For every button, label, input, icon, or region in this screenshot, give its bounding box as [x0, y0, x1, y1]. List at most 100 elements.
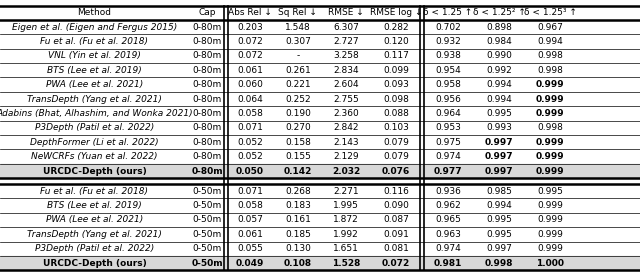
Text: 0.183: 0.183 — [285, 201, 311, 210]
Text: VNL (Yin et al. 2019): VNL (Yin et al. 2019) — [48, 51, 141, 60]
Text: 0-80m: 0-80m — [193, 95, 222, 104]
Text: 0.997: 0.997 — [485, 138, 513, 147]
Text: 0-80m: 0-80m — [193, 23, 222, 32]
Text: 0.962: 0.962 — [435, 201, 461, 210]
Text: 0.061: 0.061 — [237, 66, 263, 75]
Text: Adabins (Bhat, Alhashim, and Wonka 2021): Adabins (Bhat, Alhashim, and Wonka 2021) — [0, 109, 193, 118]
Text: 0.995: 0.995 — [486, 230, 512, 239]
Text: 1.995: 1.995 — [333, 201, 359, 210]
Text: 1.000: 1.000 — [536, 259, 564, 268]
Text: 0.158: 0.158 — [285, 138, 311, 147]
Text: 0.088: 0.088 — [383, 109, 409, 118]
Text: TransDepth (Yang et al. 2021): TransDepth (Yang et al. 2021) — [27, 95, 162, 104]
Text: 0.099: 0.099 — [383, 66, 409, 75]
Text: 0.252: 0.252 — [285, 95, 311, 104]
Text: 0.052: 0.052 — [237, 138, 263, 147]
Text: 0.093: 0.093 — [383, 80, 409, 89]
Text: 0.953: 0.953 — [435, 123, 461, 132]
Text: 0.098: 0.098 — [383, 95, 409, 104]
Text: 0.117: 0.117 — [383, 51, 409, 60]
Text: 0-80m: 0-80m — [193, 51, 222, 60]
Text: 0-80m: 0-80m — [193, 152, 222, 161]
Text: 0.995: 0.995 — [486, 216, 512, 224]
Text: 0.190: 0.190 — [285, 109, 311, 118]
Text: 0.079: 0.079 — [383, 138, 409, 147]
Text: 0.997: 0.997 — [486, 244, 512, 253]
Text: 0.071: 0.071 — [237, 123, 263, 132]
Text: 0-50m: 0-50m — [193, 201, 222, 210]
Text: 0.116: 0.116 — [383, 187, 409, 196]
Text: 0.282: 0.282 — [383, 23, 409, 32]
Text: 0.161: 0.161 — [285, 216, 311, 224]
Text: 6.307: 6.307 — [333, 23, 359, 32]
Text: 0.130: 0.130 — [285, 244, 311, 253]
Text: δ < 1.25² ↑: δ < 1.25² ↑ — [473, 8, 525, 17]
Text: 0.702: 0.702 — [435, 23, 461, 32]
Text: 0.938: 0.938 — [435, 51, 461, 60]
Text: 0.936: 0.936 — [435, 187, 461, 196]
Text: 0.203: 0.203 — [237, 23, 263, 32]
Text: 2.143: 2.143 — [333, 138, 359, 147]
Text: 0.963: 0.963 — [435, 230, 461, 239]
Text: 0.270: 0.270 — [285, 123, 311, 132]
Text: 0.091: 0.091 — [383, 230, 409, 239]
Text: 0.994: 0.994 — [486, 80, 512, 89]
Text: δ < 1.25³ ↑: δ < 1.25³ ↑ — [524, 8, 577, 17]
Text: 0.981: 0.981 — [434, 259, 462, 268]
Text: 0.072: 0.072 — [237, 51, 263, 60]
Text: 2.271: 2.271 — [333, 187, 359, 196]
Text: URCDC-Depth (ours): URCDC-Depth (ours) — [42, 259, 147, 268]
Text: 0.954: 0.954 — [435, 66, 461, 75]
Text: 0.999: 0.999 — [538, 216, 563, 224]
Text: 2.604: 2.604 — [333, 80, 359, 89]
Text: 0.994: 0.994 — [538, 37, 563, 46]
Text: RMSE log ↓: RMSE log ↓ — [370, 8, 422, 17]
Text: 2.032: 2.032 — [332, 166, 360, 176]
Text: 0.998: 0.998 — [538, 66, 563, 75]
Text: 0.998: 0.998 — [538, 51, 563, 60]
Text: 0.999: 0.999 — [536, 138, 564, 147]
Text: 0.052: 0.052 — [237, 152, 263, 161]
Text: 0.055: 0.055 — [237, 244, 263, 253]
Text: 0.999: 0.999 — [538, 244, 563, 253]
Text: 0.995: 0.995 — [486, 109, 512, 118]
Text: 0-80m: 0-80m — [191, 166, 223, 176]
Text: BTS (Lee et al. 2019): BTS (Lee et al. 2019) — [47, 66, 142, 75]
Text: BTS (Lee et al. 2019): BTS (Lee et al. 2019) — [47, 201, 142, 210]
Text: Method: Method — [77, 8, 111, 17]
Text: 0.071: 0.071 — [237, 187, 263, 196]
Text: 0.185: 0.185 — [285, 230, 311, 239]
Text: 0.049: 0.049 — [236, 259, 264, 268]
Text: 0-80m: 0-80m — [193, 109, 222, 118]
Text: 0.076: 0.076 — [382, 166, 410, 176]
Text: 0-50m: 0-50m — [193, 230, 222, 239]
Text: Sq Rel ↓: Sq Rel ↓ — [278, 8, 317, 17]
Text: 0.995: 0.995 — [538, 187, 563, 196]
Text: 0.977: 0.977 — [434, 166, 462, 176]
Text: 0.990: 0.990 — [486, 51, 512, 60]
Text: 0-80m: 0-80m — [193, 80, 222, 89]
Text: P3Depth (Patil et al. 2022): P3Depth (Patil et al. 2022) — [35, 244, 154, 253]
Text: 0.964: 0.964 — [435, 109, 461, 118]
Text: Eigen et al. (Eigen and Fergus 2015): Eigen et al. (Eigen and Fergus 2015) — [12, 23, 177, 32]
Text: 0-50m: 0-50m — [191, 259, 223, 268]
Text: 0.999: 0.999 — [536, 80, 564, 89]
Text: 0.967: 0.967 — [538, 23, 563, 32]
Text: Abs Rel ↓: Abs Rel ↓ — [228, 8, 272, 17]
Text: 0.932: 0.932 — [435, 37, 461, 46]
Text: 0-80m: 0-80m — [193, 123, 222, 132]
Text: 0.058: 0.058 — [237, 109, 263, 118]
Text: 0.057: 0.057 — [237, 216, 263, 224]
Text: 0.998: 0.998 — [538, 123, 563, 132]
Text: 0.072: 0.072 — [382, 259, 410, 268]
Text: 0.090: 0.090 — [383, 201, 409, 210]
Text: 0.155: 0.155 — [285, 152, 311, 161]
Text: 0-50m: 0-50m — [193, 187, 222, 196]
Text: 0.998: 0.998 — [485, 259, 513, 268]
Text: 1.992: 1.992 — [333, 230, 359, 239]
Text: 0.974: 0.974 — [435, 152, 461, 161]
Text: δ < 1.25 ↑: δ < 1.25 ↑ — [424, 8, 472, 17]
Text: 0.103: 0.103 — [383, 123, 409, 132]
Text: 0.975: 0.975 — [435, 138, 461, 147]
Text: 0.958: 0.958 — [435, 80, 461, 89]
